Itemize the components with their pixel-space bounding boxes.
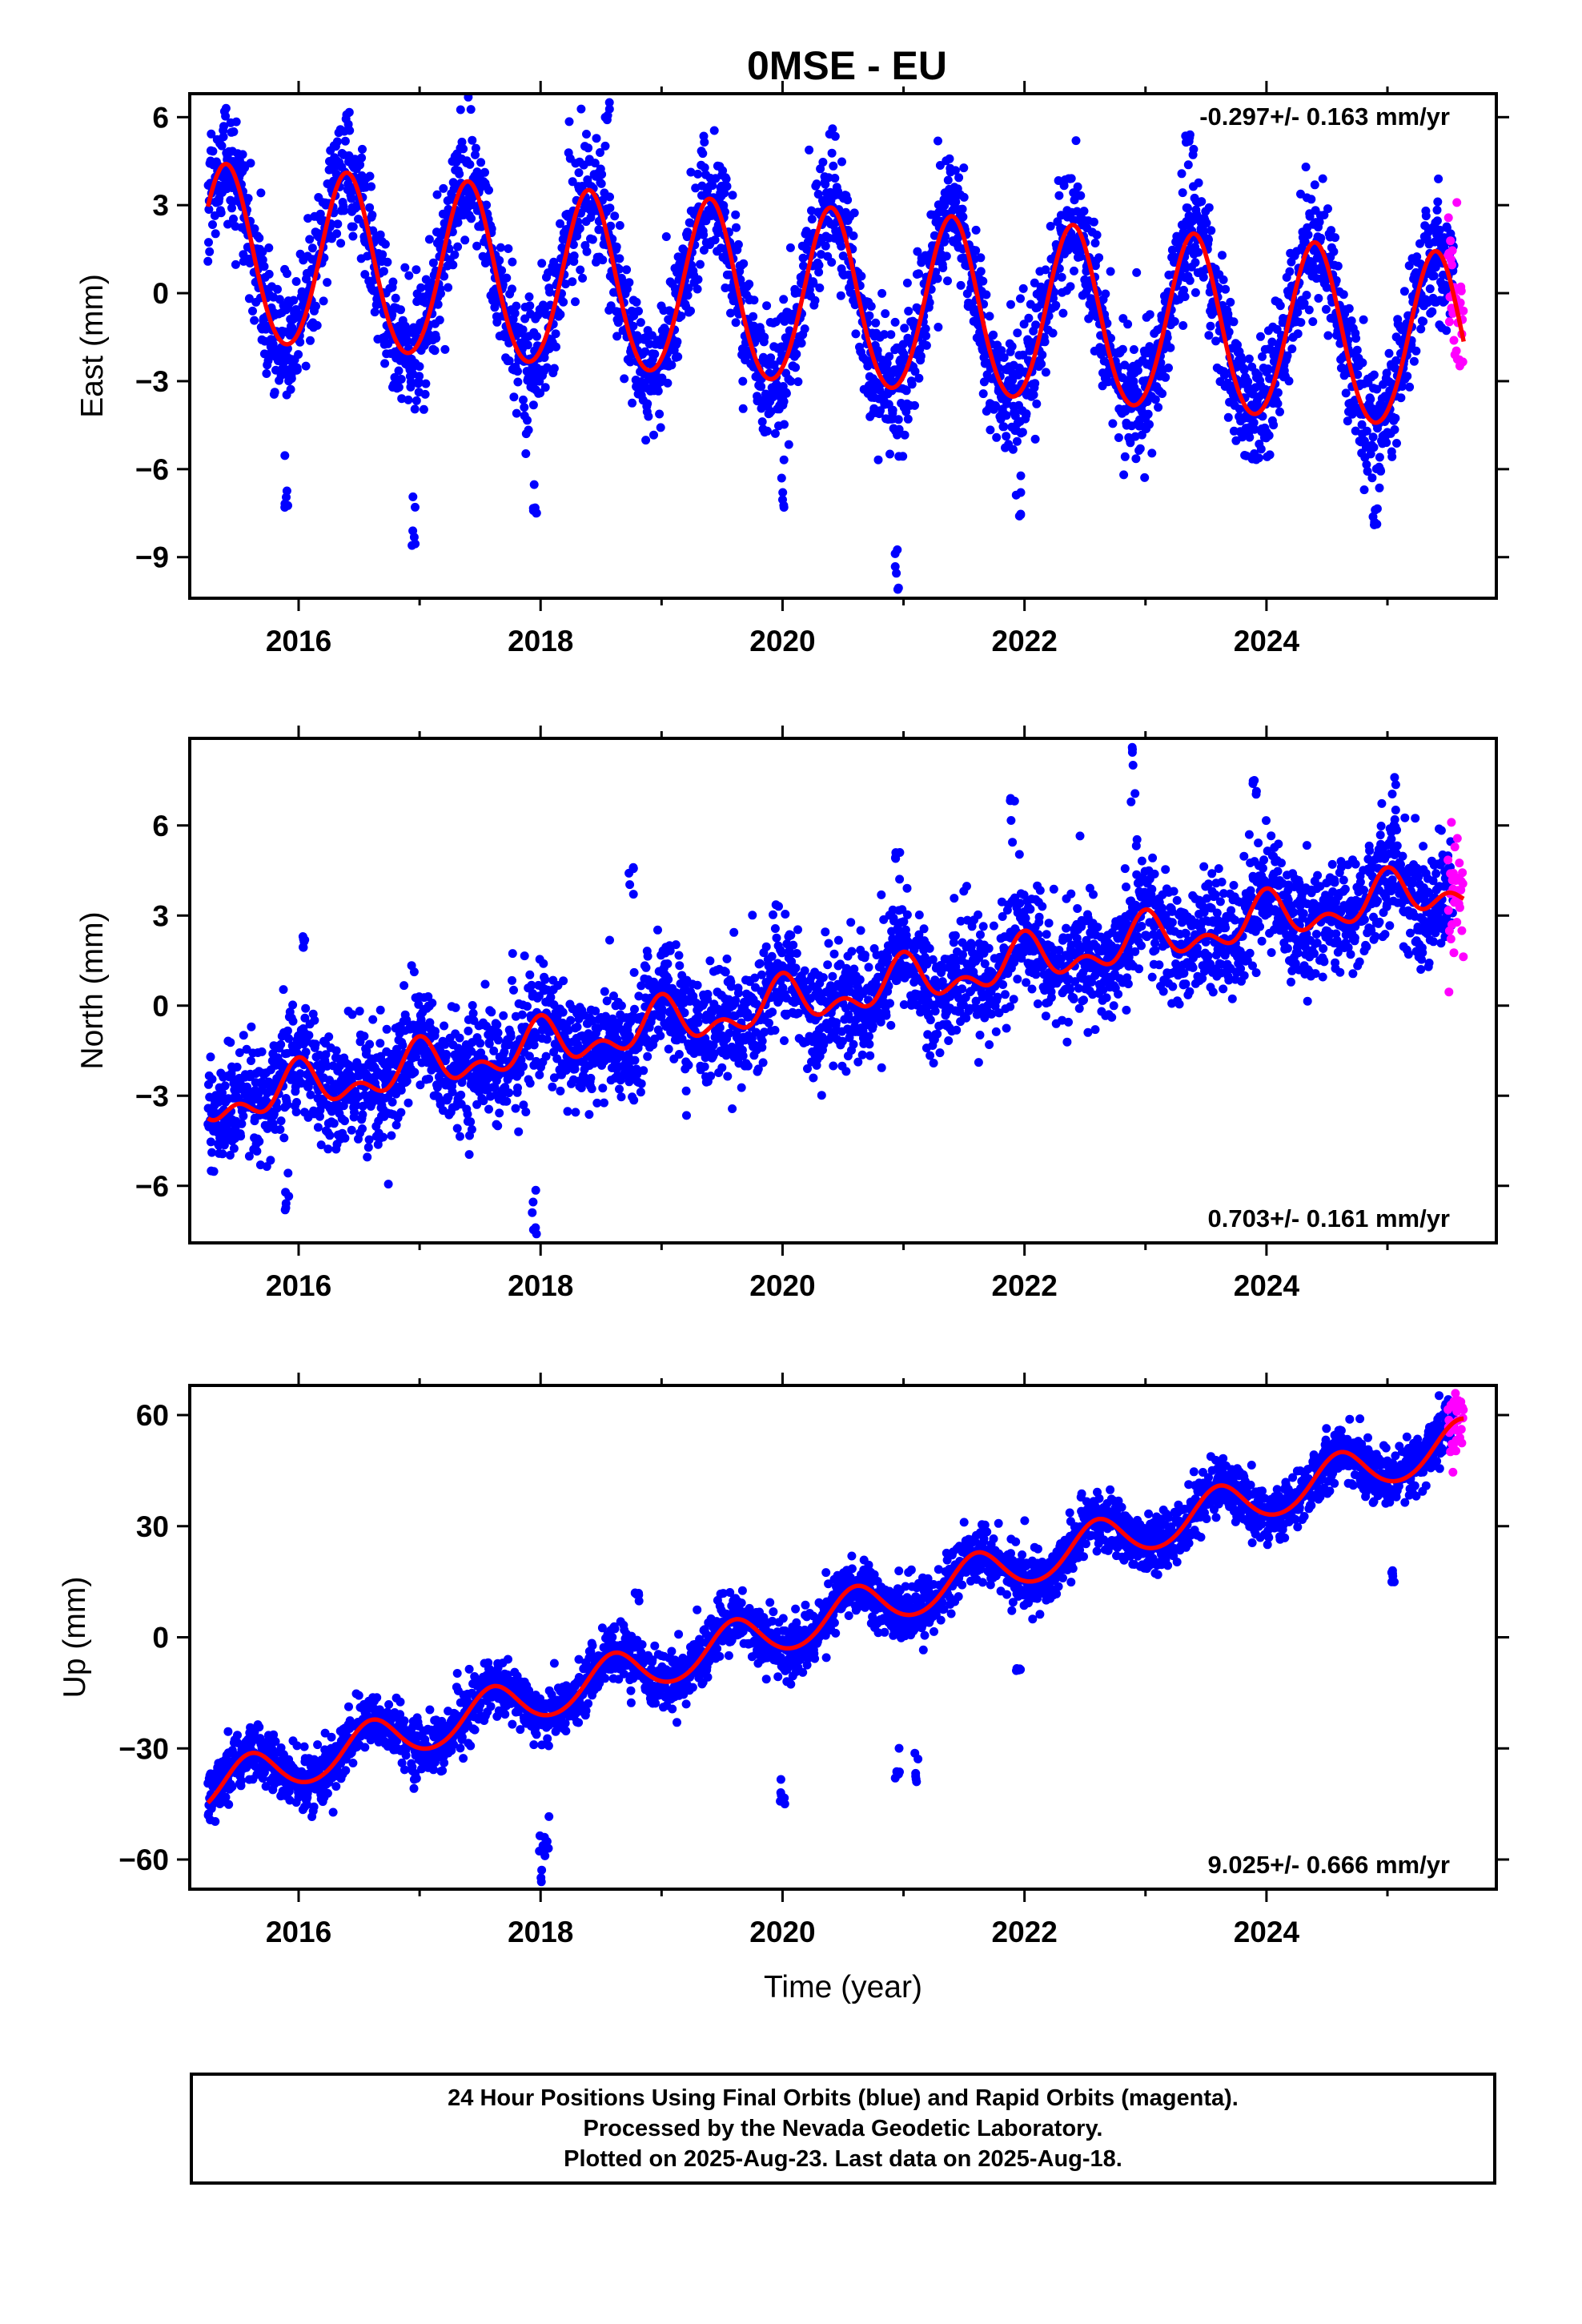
y-tick-label: −9 [135, 541, 169, 574]
y-tick-label: −3 [135, 1080, 169, 1112]
x-tick-label: 2024 [1234, 1269, 1300, 1302]
y-tick-label: −3 [135, 365, 169, 398]
y-tick-label: 0 [152, 1622, 169, 1655]
y-tick-label: 3 [152, 189, 169, 222]
y-tick-label: −60 [118, 1844, 169, 1876]
y-tick-label: 0 [152, 990, 169, 1023]
velocity-rate-label: -0.297+/- 0.163 mm/yr [1199, 103, 1450, 131]
x-tick-label: 2020 [749, 625, 815, 657]
footer-line-orbits: 24 Hour Positions Using Final Orbits (bl… [448, 2085, 1239, 2111]
plot-frame [188, 1384, 1498, 1891]
x-tick-label: 2022 [992, 1269, 1058, 1302]
x-axis-label: Time (year) [764, 1970, 922, 2004]
x-tick-label: 2018 [508, 1269, 573, 1302]
velocity-rate-label: 0.703+/- 0.161 mm/yr [1208, 1204, 1450, 1232]
footer-line-plotted-date: Plotted on 2025-Aug-23. Last data on 202… [564, 2146, 1122, 2172]
rapid-orbit-point-cloud [1443, 1389, 1468, 1477]
y-axis-label: East (mm) [75, 274, 110, 418]
final-orbit-point-cloud [203, 1391, 1459, 1887]
x-tick-label: 2022 [992, 1916, 1058, 1948]
plot-frame [188, 737, 1498, 1244]
y-axis-label: Up (mm) [58, 1577, 92, 1699]
east-panel: 2016 2018 2020 2022 2024 6 3 0 −3 −6 −9 East (mm) -0… [75, 81, 1509, 657]
x-tick-label: 2018 [508, 625, 573, 657]
y-tick-label: 3 [152, 899, 169, 932]
up-panel: 2016 2018 2020 2022 2024 60 30 0 −30 −60 Up (mm) Ti… [58, 1373, 1509, 2004]
x-tick-label: 2020 [749, 1916, 815, 1948]
x-tick-label: 2024 [1234, 625, 1300, 657]
x-tick-label: 2022 [992, 625, 1058, 657]
y-tick-label: −6 [135, 453, 169, 486]
footer-info-box: 24 Hour Positions Using Final Orbits (bl… [190, 2073, 1496, 2185]
y-tick-label: 30 [136, 1510, 169, 1543]
north-panel: 2016 2018 2020 2022 2024 6 3 0 −3 −6 North (mm) 0.7… [75, 726, 1509, 1302]
y-tick-label: −6 [135, 1170, 169, 1203]
y-tick-label: 0 [152, 277, 169, 310]
footer-line-processed-by: Processed by the Nevada Geodetic Laborat… [583, 2116, 1103, 2141]
x-tick-label: 2024 [1234, 1916, 1300, 1948]
y-tick-label: 6 [152, 101, 169, 134]
final-orbit-point-cloud [203, 742, 1459, 1239]
final-orbit-points [203, 742, 1468, 1239]
rapid-orbit-point-cloud [1443, 818, 1468, 997]
y-tick-label: 6 [152, 810, 169, 842]
model-fit-line [207, 865, 1465, 1123]
chart-title: 0MSE - EU [747, 43, 947, 88]
plot-frame [188, 92, 1498, 600]
model-fit-line [206, 161, 1466, 425]
velocity-rate-label: 9.025+/- 0.666 mm/yr [1208, 1851, 1450, 1879]
x-tick-label: 2018 [508, 1916, 573, 1948]
y-tick-label: 60 [136, 1399, 169, 1432]
y-axis-label: North (mm) [75, 911, 110, 1069]
x-tick-label: 2016 [266, 1916, 331, 1948]
x-tick-label: 2016 [266, 1269, 331, 1302]
y-tick-label: −30 [118, 1732, 169, 1765]
model-fit-line [206, 1416, 1465, 1805]
x-tick-label: 2020 [749, 1269, 815, 1302]
x-tick-label: 2016 [266, 625, 331, 657]
final-orbit-points [203, 1389, 1468, 1887]
